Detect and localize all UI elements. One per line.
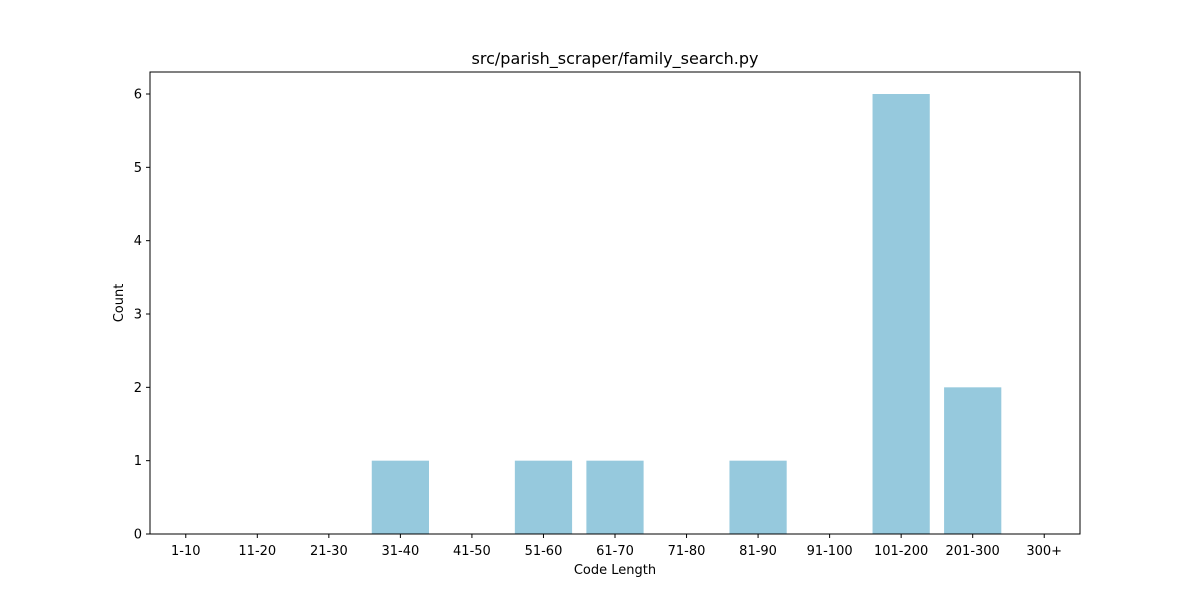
x-tick-label: 41-50: [453, 544, 491, 559]
x-tick-label: 31-40: [381, 544, 419, 559]
bar-61-70: [586, 460, 644, 534]
x-tick-label: 101-200: [874, 544, 928, 559]
y-axis-ticks: 0 1 2 3 4 5 6: [134, 88, 150, 543]
y-tick-label: 4: [134, 234, 142, 249]
bar-81-90: [729, 460, 787, 534]
y-tick-label: 1: [134, 454, 142, 469]
x-tick-label: 81-90: [739, 544, 777, 559]
x-tick-label: 300+: [1026, 544, 1062, 559]
x-tick-label: 71-80: [668, 544, 706, 559]
x-tick-label: 11-20: [238, 544, 276, 559]
x-tick-label: 21-30: [310, 544, 348, 559]
bar-101-200: [872, 94, 930, 534]
x-tick-label: 1-10: [171, 544, 201, 559]
bar-201-300: [944, 387, 1002, 534]
y-tick-label: 2: [134, 381, 142, 396]
y-tick-label: 5: [134, 161, 142, 176]
y-tick-label: 3: [134, 308, 142, 323]
bars-group: [371, 94, 1002, 534]
plot-frame: [149, 71, 1081, 535]
bar-51-60: [514, 460, 573, 534]
y-tick-label: 6: [134, 88, 142, 103]
x-tick-label: 61-70: [596, 544, 634, 559]
y-tick-label: 0: [134, 528, 142, 543]
x-tick-label: 201-300: [946, 544, 1000, 559]
bar-31-40: [371, 460, 429, 534]
x-tick-label: 91-100: [807, 544, 853, 559]
x-tick-label: 51-60: [525, 544, 563, 559]
y-axis-label: Count: [112, 284, 127, 323]
x-axis-label: Code Length: [574, 563, 656, 578]
x-axis-ticks: 1-10 11-20 21-30 31-40 41-50 51-60 61-70 71-80 8…: [171, 534, 1062, 559]
chart-title: src/parish_scraper/family_search.py: [472, 49, 759, 69]
